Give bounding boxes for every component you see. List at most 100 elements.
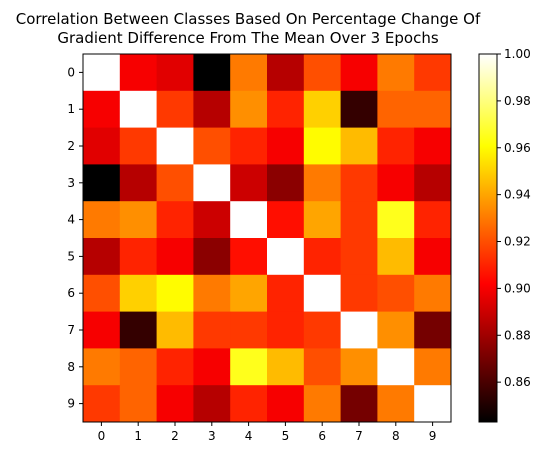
heatmap-cell-2-5 [267,127,305,165]
heatmap-cell-6-3 [193,274,231,312]
heatmap-cell-8-6 [303,348,341,386]
heatmap-cell-5-8 [377,238,415,276]
heatmap-cell-2-4 [230,127,268,165]
heatmap-cell-4-0 [83,201,121,239]
heatmap-cell-7-0 [83,311,121,349]
colorbar-tick-label: 0.96 [504,141,531,155]
heatmap-cell-3-3 [193,164,231,202]
heatmap-cell-0-0 [83,54,121,92]
y-tick-label: 9 [67,397,75,411]
heatmap-cell-6-0 [83,274,121,312]
colorbar-tick-label: 0.94 [504,188,531,202]
heatmap-cell-1-9 [414,90,452,128]
heatmap-cell-2-6 [303,127,341,165]
heatmap-cell-8-7 [340,348,378,386]
y-tick-label: 5 [67,249,75,263]
heatmap-cell-9-2 [156,385,194,423]
heatmap-cell-0-5 [267,54,305,92]
y-tick-label: 0 [67,65,75,79]
heatmap-cell-5-1 [119,238,157,276]
x-tick-label: 0 [98,429,106,443]
heatmap-cell-6-8 [377,274,415,312]
heatmap-cell-4-2 [156,201,194,239]
colorbar [478,53,498,423]
heatmap-cell-0-9 [414,54,452,92]
heatmap-cell-0-6 [303,54,341,92]
heatmap-cell-7-5 [267,311,305,349]
heatmap-cell-6-5 [267,274,305,312]
x-tick-label: 3 [208,429,216,443]
heatmap-cell-5-6 [303,238,341,276]
heatmap-cell-8-4 [230,348,268,386]
heatmap-cell-3-8 [377,164,415,202]
x-tick-label: 8 [392,429,400,443]
heatmap-cell-0-7 [340,54,378,92]
heatmap-cell-6-4 [230,274,268,312]
heatmap-cell-4-9 [414,201,452,239]
x-tick-label: 1 [134,429,142,443]
heatmap-cell-9-0 [83,385,121,423]
heatmap-cell-6-9 [414,274,452,312]
heatmap-cell-3-1 [119,164,157,202]
y-tick-label: 7 [67,323,75,337]
heatmap-cell-3-5 [267,164,305,202]
heatmap-cell-9-7 [340,385,378,423]
colorbar-tick-label: 0.88 [504,328,531,342]
heatmap-cell-5-2 [156,238,194,276]
heatmap-cell-7-1 [119,311,157,349]
heatmap-cell-2-9 [414,127,452,165]
heatmap-cell-4-3 [193,201,231,239]
heatmap-cell-9-1 [119,385,157,423]
heatmap-cell-1-8 [377,90,415,128]
heatmap-cell-8-0 [83,348,121,386]
x-tick-label: 7 [355,429,363,443]
heatmap-cell-9-9 [414,385,452,423]
x-axis: 0 1 2 3 4 5 6 7 8 9 [98,422,437,443]
heatmap-cell-7-2 [156,311,194,349]
heatmap-cell-6-6 [303,274,341,312]
heatmap-cell-7-9 [414,311,452,349]
y-tick-label: 3 [67,176,75,190]
heatmap-cell-8-8 [377,348,415,386]
heatmap-cell-2-1 [119,127,157,165]
heatmap-cell-5-3 [193,238,231,276]
colorbar-tick-label: 0.86 [504,375,531,389]
heatmap-cell-0-8 [377,54,415,92]
heatmap-cell-8-3 [193,348,231,386]
heatmap-cell-6-7 [340,274,378,312]
heatmap-cell-4-6 [303,201,341,239]
heatmap-cell-7-7 [340,311,378,349]
heatmap-cell-9-4 [230,385,268,423]
colorbar-tick-label: 0.98 [504,94,531,108]
heatmap-cell-7-3 [193,311,231,349]
heatmap-cell-3-4 [230,164,268,202]
x-tick-label: 9 [429,429,437,443]
heatmap-cell-3-0 [83,164,121,202]
heatmap-cell-1-7 [340,90,378,128]
colorbar-axis: 0.86 0.88 0.90 0.92 0.94 0.96 0.98 1.00 [497,47,531,389]
y-axis: 0 1 2 3 4 5 6 7 8 9 [67,65,83,411]
heatmap-cell-4-7 [340,201,378,239]
heatmap-cell-5-4 [230,238,268,276]
colorbar-tick-label: 0.90 [504,281,531,295]
x-tick-label: 2 [171,429,179,443]
heatmap-cell-2-3 [193,127,231,165]
heatmap-cell-8-9 [414,348,452,386]
heatmap-cell-2-8 [377,127,415,165]
heatmap-cell-4-4 [230,201,268,239]
heatmap-cell-1-2 [156,90,194,128]
chart-title-line-1: Correlation Between Classes Based On Per… [16,10,481,28]
x-tick-label: 4 [245,429,253,443]
colorbar-tick-label: 1.00 [504,47,531,61]
heatmap-cell-7-6 [303,311,341,349]
heatmap-cell-3-9 [414,164,452,202]
heatmap-cell-9-5 [267,385,305,423]
heatmap-cell-0-2 [156,54,194,92]
colorbar-tick-label: 0.92 [504,235,531,249]
heatmap-cell-1-1 [119,90,157,128]
x-tick-label: 5 [282,429,290,443]
y-tick-label: 2 [67,139,75,153]
heatmap-cell-4-1 [119,201,157,239]
heatmap-cell-6-2 [156,274,194,312]
